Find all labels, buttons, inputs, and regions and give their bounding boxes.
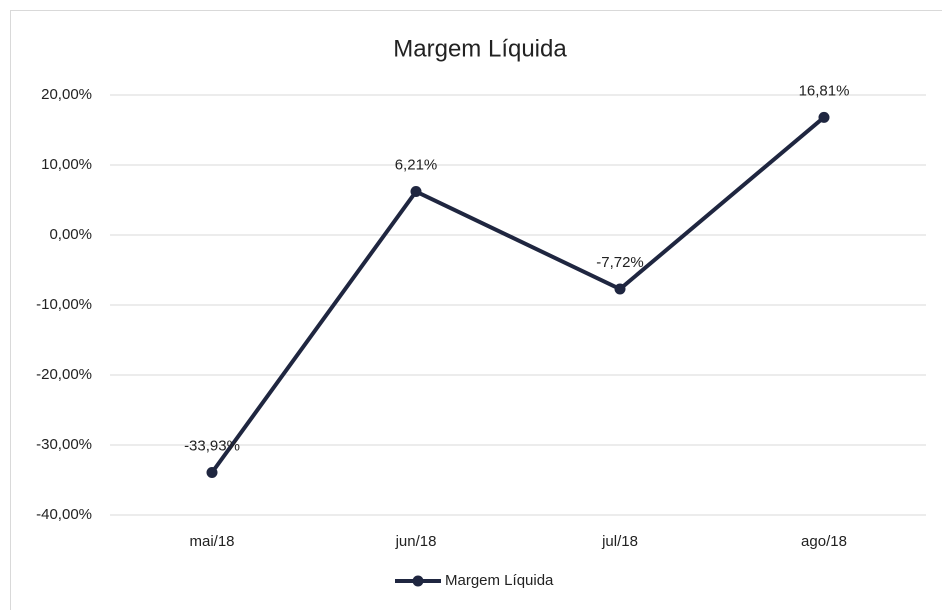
chart-title: Margem Líquida	[393, 35, 567, 62]
y-tick-label: 10,00%	[41, 156, 92, 173]
data-label: 16,81%	[799, 82, 850, 99]
y-tick-label: -10,00%	[36, 296, 92, 313]
legend-label: Margem Líquida	[445, 572, 554, 589]
data-point	[206, 467, 218, 479]
y-tick-label: -40,00%	[36, 506, 92, 523]
data-label: 6,21%	[395, 156, 438, 173]
y-tick-label: 0,00%	[49, 226, 92, 243]
y-tick-label: 20,00%	[41, 86, 92, 103]
x-tick-label: jul/18	[601, 533, 638, 550]
x-tick-label: ago/18	[801, 533, 847, 550]
data-point	[614, 283, 626, 295]
series-line	[210, 115, 826, 474]
data-label: -33,93%	[184, 437, 240, 454]
x-tick-label: jun/18	[395, 533, 437, 550]
data-label: -7,72%	[596, 254, 644, 271]
chart-border	[10, 10, 942, 610]
data-point	[818, 111, 830, 123]
legend-marker	[412, 575, 424, 587]
y-tick-label: -30,00%	[36, 436, 92, 453]
y-tick-label: -20,00%	[36, 366, 92, 383]
x-tick-label: mai/18	[189, 533, 234, 550]
data-point	[410, 186, 422, 198]
